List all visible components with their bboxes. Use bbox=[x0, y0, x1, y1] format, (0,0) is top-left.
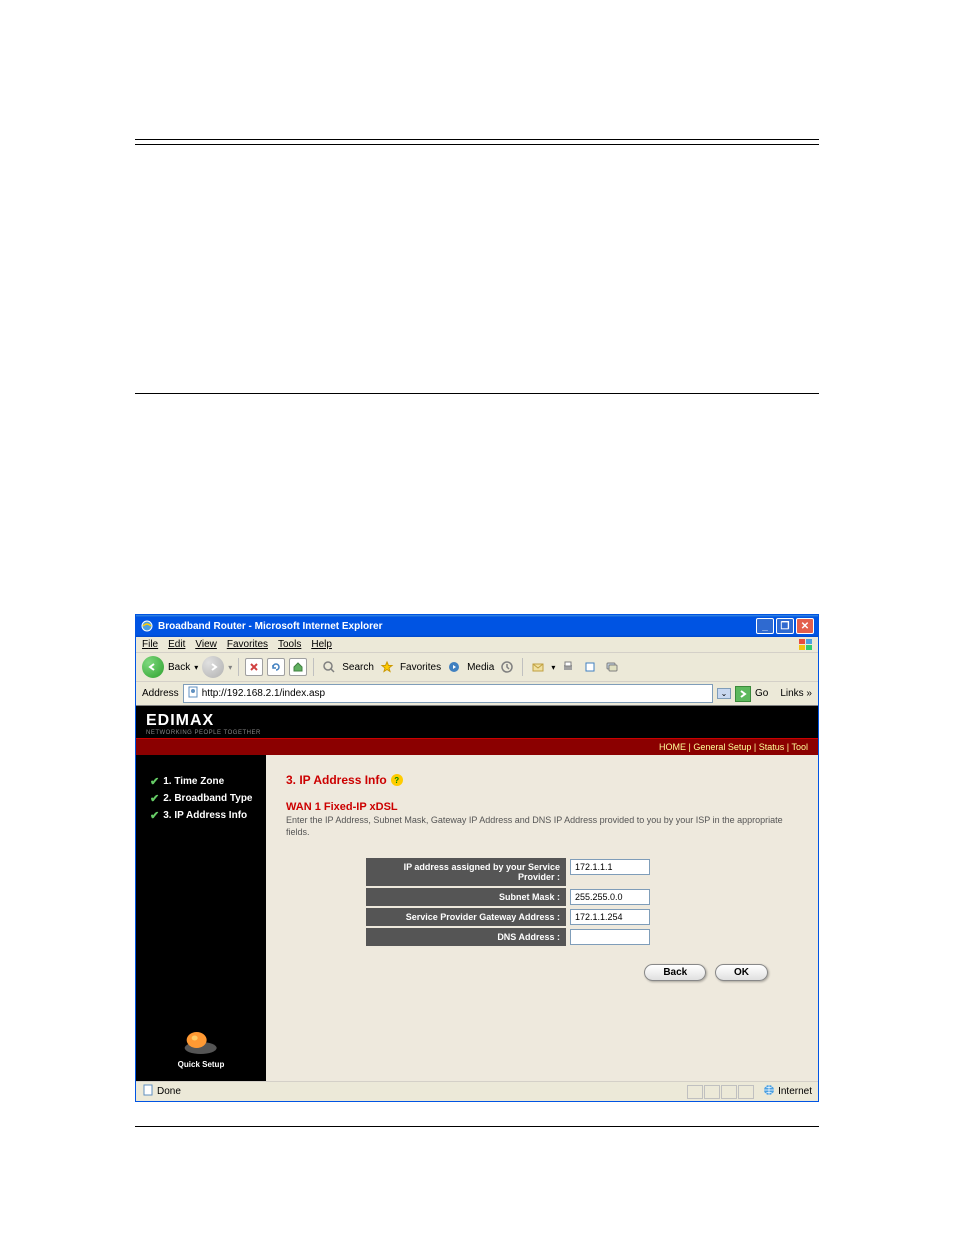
home-icon[interactable] bbox=[289, 658, 307, 676]
subnet-input[interactable] bbox=[570, 889, 650, 905]
addressbar: Address http://192.168.2.1/index.asp ⌄ G… bbox=[136, 682, 818, 706]
edimax-tagline: NETWORKING PEOPLE TOGETHER bbox=[146, 730, 808, 736]
forward-button[interactable] bbox=[202, 656, 224, 678]
menu-help[interactable]: Help bbox=[311, 639, 332, 650]
address-input[interactable]: http://192.168.2.1/index.asp bbox=[183, 684, 713, 703]
main-panel: 3. IP Address Info ? WAN 1 Fixed-IP xDSL… bbox=[266, 755, 818, 1081]
media-icon[interactable] bbox=[445, 658, 463, 676]
discuss-icon[interactable] bbox=[603, 658, 621, 676]
back-button[interactable]: Back bbox=[644, 964, 706, 981]
back-dropdown[interactable]: ▾ bbox=[194, 663, 198, 672]
search-icon[interactable] bbox=[320, 658, 338, 676]
ip-input[interactable] bbox=[570, 859, 650, 875]
windows-flag-icon bbox=[798, 638, 814, 652]
sidebar-item-broadband[interactable]: ✔ 2. Broadband Type bbox=[150, 792, 258, 805]
dns-label: DNS Address : bbox=[366, 928, 566, 946]
menubar: File Edit View Favorites Tools Help bbox=[136, 637, 818, 653]
wan-description: Enter the IP Address, Subnet Mask, Gatew… bbox=[286, 815, 798, 838]
divider bbox=[135, 139, 819, 140]
nav-status[interactable]: Status bbox=[759, 742, 785, 752]
favorites-icon[interactable] bbox=[378, 658, 396, 676]
subnet-label: Subnet Mask : bbox=[366, 888, 566, 906]
router-page: EDIMAX NETWORKING PEOPLE TOGETHER HOME |… bbox=[136, 706, 818, 1081]
gateway-input[interactable] bbox=[570, 909, 650, 925]
check-icon: ✔ bbox=[150, 809, 159, 822]
router-nav: HOME | General Setup | Status | Tool bbox=[136, 738, 818, 755]
status-cell bbox=[704, 1085, 720, 1099]
ok-button[interactable]: OK bbox=[715, 964, 768, 981]
address-dropdown[interactable]: ⌄ bbox=[717, 688, 731, 699]
menu-edit[interactable]: Edit bbox=[168, 639, 185, 650]
internet-zone-icon bbox=[763, 1084, 775, 1099]
nav-home[interactable]: HOME bbox=[659, 742, 686, 752]
go-button[interactable] bbox=[735, 686, 751, 702]
favorites-label[interactable]: Favorites bbox=[400, 662, 441, 673]
status-cell bbox=[687, 1085, 703, 1099]
address-url: http://192.168.2.1/index.asp bbox=[202, 688, 325, 699]
section-title: 3. IP Address Info bbox=[286, 773, 387, 787]
maximize-button[interactable]: ❐ bbox=[776, 618, 794, 634]
address-label: Address bbox=[142, 688, 179, 699]
media-label[interactable]: Media bbox=[467, 662, 494, 673]
edit-icon[interactable] bbox=[581, 658, 599, 676]
quick-setup[interactable]: Quick Setup bbox=[178, 1026, 225, 1069]
help-icon[interactable]: ? bbox=[391, 774, 403, 786]
sidebar-item-ipaddress[interactable]: ✔ 3. IP Address Info bbox=[150, 809, 258, 822]
go-label[interactable]: Go bbox=[755, 688, 768, 699]
dns-input[interactable] bbox=[570, 929, 650, 945]
page-icon bbox=[187, 686, 199, 701]
statusbar: Done Internet bbox=[136, 1081, 818, 1101]
divider bbox=[135, 144, 819, 145]
refresh-icon[interactable] bbox=[267, 658, 285, 676]
browser-window: Broadband Router - Microsoft Internet Ex… bbox=[135, 614, 819, 1102]
ie-icon bbox=[140, 619, 154, 633]
titlebar: Broadband Router - Microsoft Internet Ex… bbox=[136, 615, 818, 637]
config-form: IP address assigned by your Service Prov… bbox=[366, 858, 798, 946]
back-button[interactable] bbox=[142, 656, 164, 678]
divider bbox=[135, 393, 819, 394]
mail-icon[interactable] bbox=[529, 658, 547, 676]
status-done: Done bbox=[157, 1086, 181, 1097]
status-cell bbox=[738, 1085, 754, 1099]
mail-dropdown[interactable]: ▾ bbox=[551, 663, 555, 672]
back-label[interactable]: Back bbox=[168, 662, 190, 673]
nav-tool[interactable]: Tool bbox=[791, 742, 808, 752]
search-label[interactable]: Search bbox=[342, 662, 374, 673]
page-done-icon bbox=[142, 1084, 154, 1099]
status-internet: Internet bbox=[778, 1086, 812, 1097]
forward-dropdown[interactable]: ▾ bbox=[228, 663, 232, 672]
quick-setup-icon bbox=[181, 1026, 221, 1056]
menu-tools[interactable]: Tools bbox=[278, 639, 301, 650]
sidebar-item-label: 3. IP Address Info bbox=[163, 810, 247, 821]
check-icon: ✔ bbox=[150, 792, 159, 805]
sidebar: ✔ 1. Time Zone ✔ 2. Broadband Type ✔ 3. … bbox=[136, 755, 266, 1081]
quick-setup-label: Quick Setup bbox=[178, 1060, 225, 1069]
status-cell bbox=[721, 1085, 737, 1099]
close-button[interactable]: ✕ bbox=[796, 618, 814, 634]
wan-title: WAN 1 Fixed-IP xDSL bbox=[286, 801, 798, 813]
edimax-logo: EDIMAX bbox=[146, 712, 808, 730]
stop-icon[interactable] bbox=[245, 658, 263, 676]
check-icon: ✔ bbox=[150, 775, 159, 788]
sidebar-item-label: 1. Time Zone bbox=[163, 776, 224, 787]
print-icon[interactable] bbox=[559, 658, 577, 676]
minimize-button[interactable]: _ bbox=[756, 618, 774, 634]
sidebar-item-timezone[interactable]: ✔ 1. Time Zone bbox=[150, 775, 258, 788]
window-title: Broadband Router - Microsoft Internet Ex… bbox=[158, 621, 382, 632]
menu-view[interactable]: View bbox=[195, 639, 217, 650]
sidebar-item-label: 2. Broadband Type bbox=[163, 793, 252, 804]
ip-label: IP address assigned by your Service Prov… bbox=[366, 858, 566, 886]
menu-file[interactable]: File bbox=[142, 639, 158, 650]
links-label[interactable]: Links » bbox=[780, 688, 812, 699]
menu-favorites[interactable]: Favorites bbox=[227, 639, 268, 650]
nav-general[interactable]: General Setup bbox=[693, 742, 751, 752]
divider bbox=[135, 1126, 819, 1127]
history-icon[interactable] bbox=[498, 658, 516, 676]
toolbar: Back ▾ ▾ Search Favorite bbox=[136, 653, 818, 682]
gateway-label: Service Provider Gateway Address : bbox=[366, 908, 566, 926]
